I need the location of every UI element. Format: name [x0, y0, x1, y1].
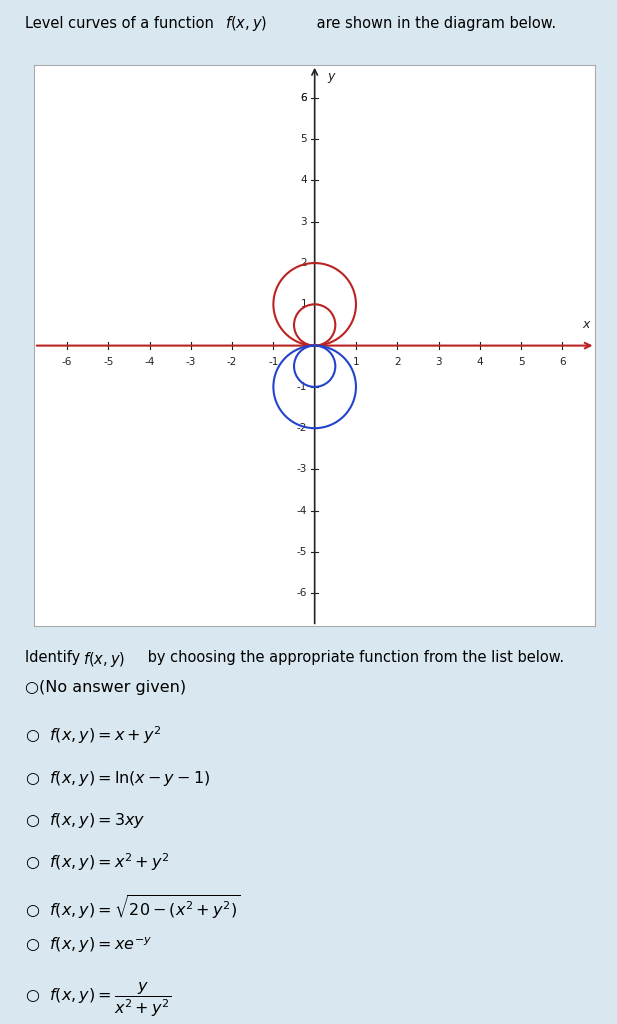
Text: -1: -1: [268, 357, 278, 368]
Text: 4: 4: [476, 357, 483, 368]
Text: 6: 6: [559, 357, 566, 368]
Text: ○  $f(x, y) = x^2 + y^2$: ○ $f(x, y) = x^2 + y^2$: [25, 851, 169, 872]
Text: $y$: $y$: [327, 71, 337, 85]
Text: -4: -4: [144, 357, 155, 368]
Text: 5: 5: [518, 357, 524, 368]
Text: 2: 2: [300, 258, 307, 268]
Text: ○(No answer given): ○(No answer given): [25, 680, 186, 695]
Text: -6: -6: [297, 589, 307, 598]
Text: 1: 1: [353, 357, 359, 368]
Text: ○  $f(x, y) = \ln(x - y - 1)$: ○ $f(x, y) = \ln(x - y - 1)$: [25, 769, 210, 787]
Text: ○  $f(x, y) = xe^{-y}$: ○ $f(x, y) = xe^{-y}$: [25, 936, 152, 955]
Text: Identify: Identify: [25, 649, 85, 665]
Text: 5: 5: [300, 134, 307, 144]
Text: -4: -4: [297, 506, 307, 516]
Text: 6: 6: [300, 93, 307, 102]
Text: -2: -2: [297, 423, 307, 433]
Text: -3: -3: [297, 465, 307, 474]
Text: $x$: $x$: [582, 318, 592, 331]
Text: $f(x, y)$: $f(x, y)$: [225, 13, 267, 33]
Text: -2: -2: [227, 357, 238, 368]
Text: -5: -5: [103, 357, 114, 368]
Text: 1: 1: [300, 299, 307, 309]
Text: 3: 3: [300, 217, 307, 226]
Text: ○  $f(x, y) = 3xy$: ○ $f(x, y) = 3xy$: [25, 811, 145, 829]
Text: 6: 6: [300, 93, 307, 102]
Text: -6: -6: [62, 357, 72, 368]
Text: -1: -1: [297, 382, 307, 392]
Text: -3: -3: [186, 357, 196, 368]
Text: ○  $f(x, y) = \dfrac{y}{x^2+y^2}$: ○ $f(x, y) = \dfrac{y}{x^2+y^2}$: [25, 980, 171, 1019]
Text: 3: 3: [435, 357, 442, 368]
Text: Level curves of a function: Level curves of a function: [25, 15, 218, 31]
Text: 2: 2: [394, 357, 400, 368]
Text: are shown in the diagram below.: are shown in the diagram below.: [312, 15, 556, 31]
Text: -5: -5: [297, 547, 307, 557]
Text: $f(x, y)$: $f(x, y)$: [83, 649, 125, 669]
Text: ○  $f(x, y) = x + y^2$: ○ $f(x, y) = x + y^2$: [25, 725, 161, 746]
Text: by choosing the appropriate function from the list below.: by choosing the appropriate function fro…: [143, 649, 565, 665]
Text: 4: 4: [300, 175, 307, 185]
Text: ○  $f(x, y) = \sqrt{20 - (x^2 + y^2)}$: ○ $f(x, y) = \sqrt{20 - (x^2 + y^2)}$: [25, 893, 240, 922]
